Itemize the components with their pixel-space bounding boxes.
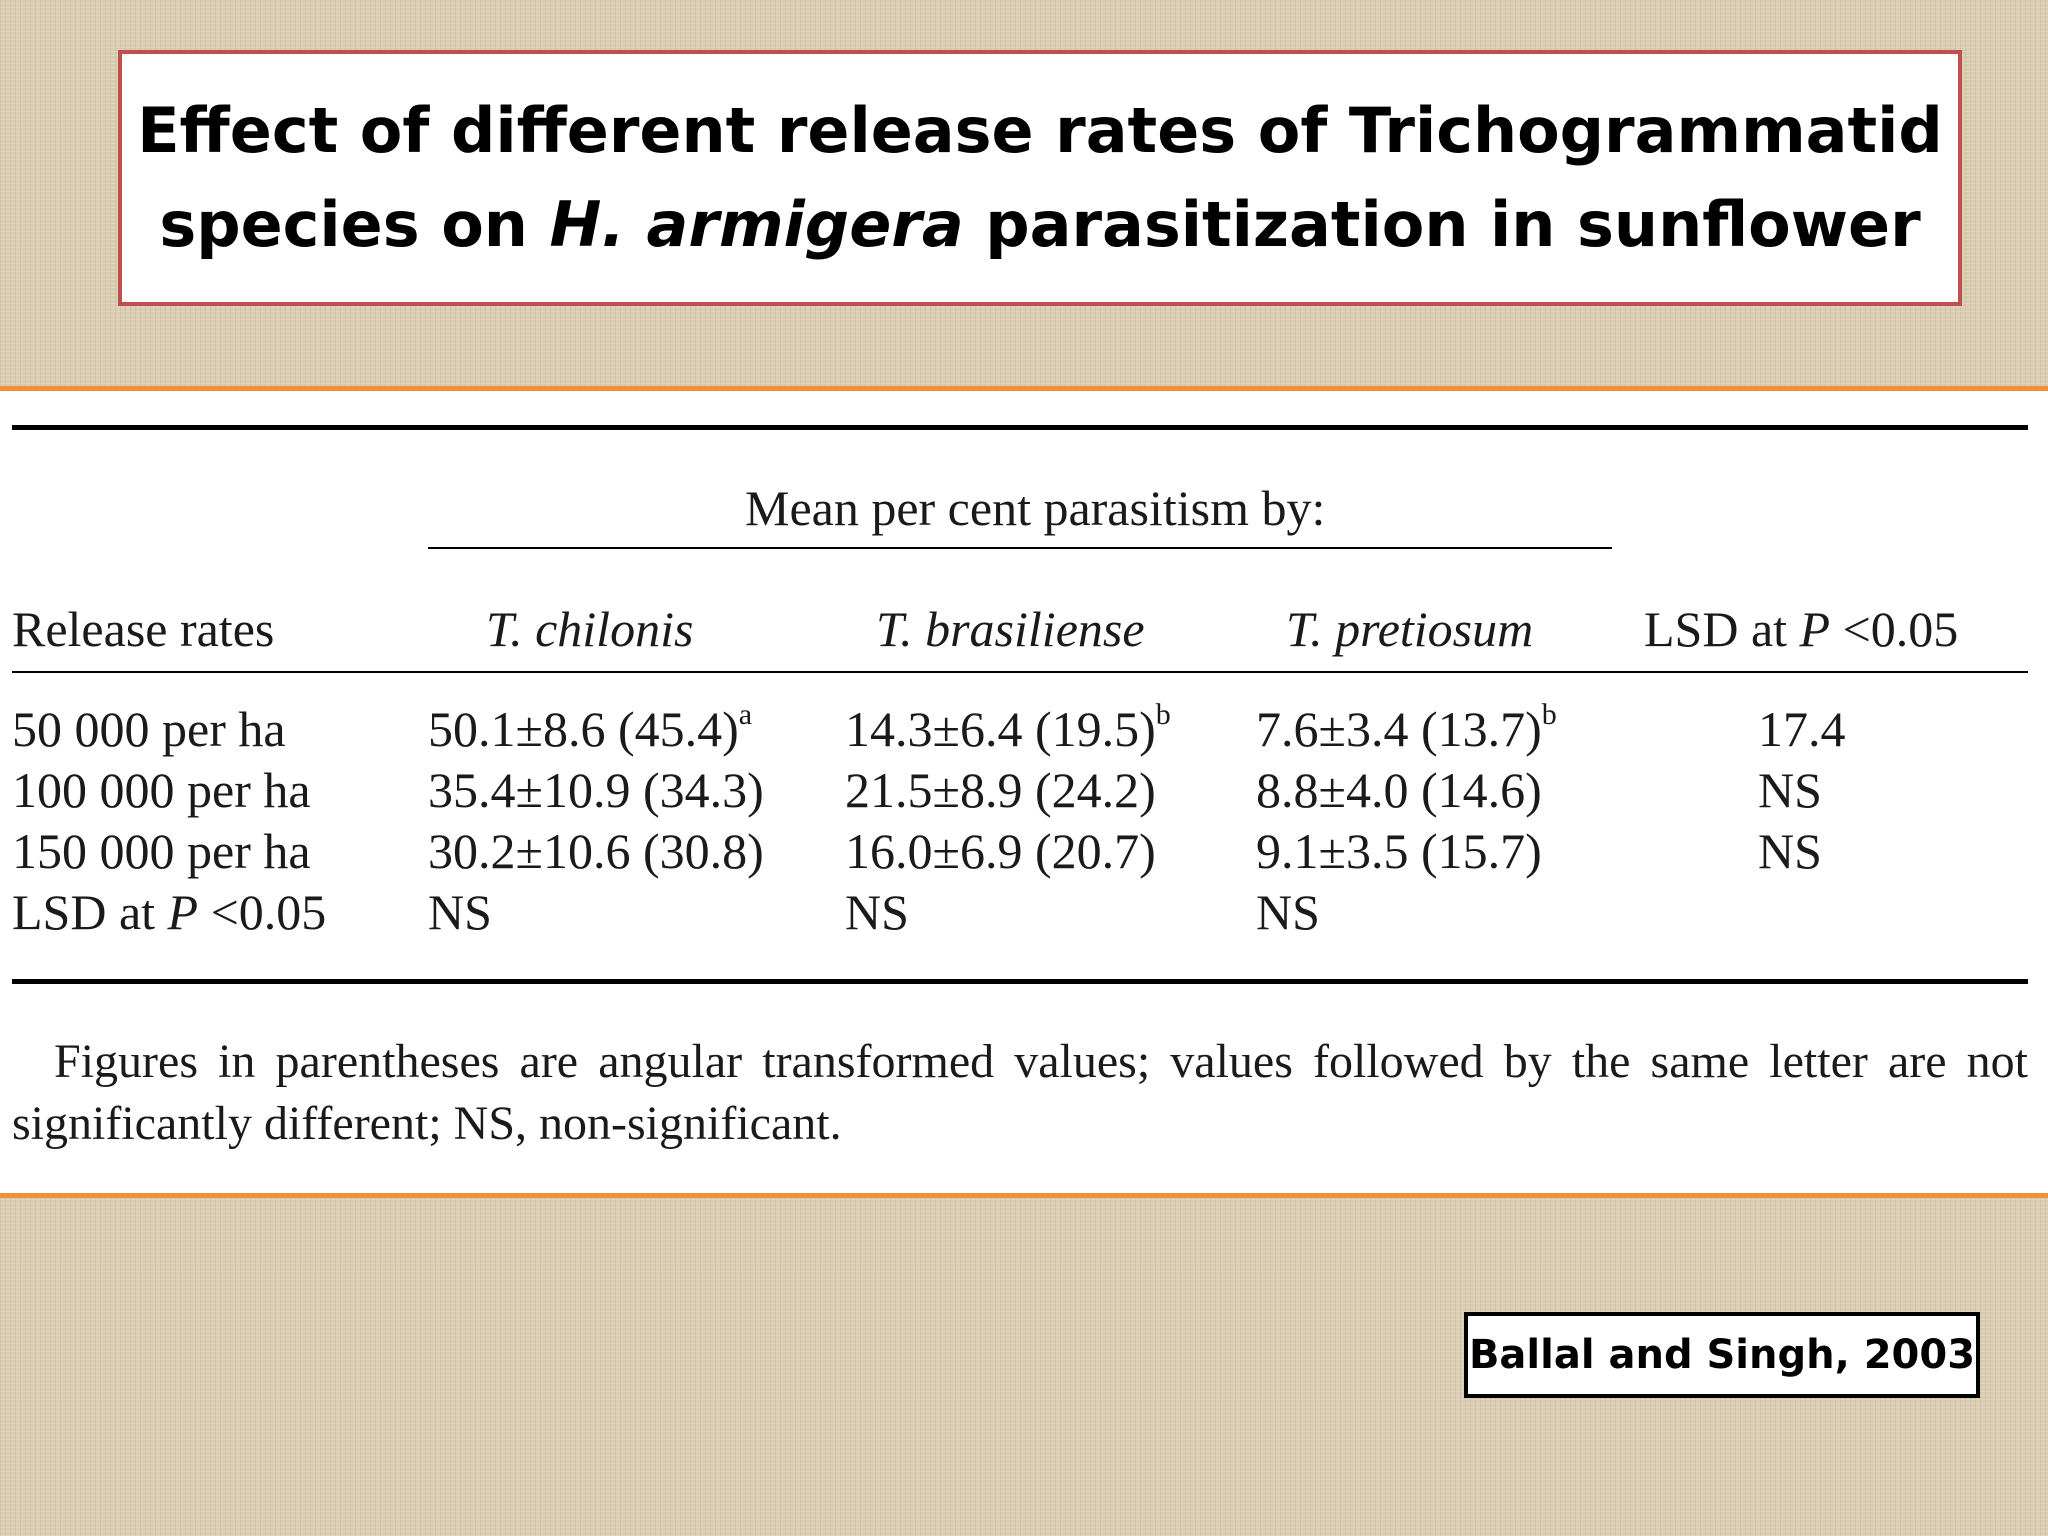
group-header: Mean per cent parasitism by: [745, 480, 1326, 536]
cell-value: 14.3±6.4 (19.5) [845, 701, 1156, 757]
cell-value: 9.1±3.5 (15.7) [1256, 823, 1542, 879]
cell-value: 50.1±8.6 (45.4) [428, 701, 739, 757]
header-lsd-p: P [1799, 601, 1831, 657]
lsd-row-label: LSD at P <0.05 [12, 887, 326, 937]
header-lsd-pre: LSD at [1644, 601, 1800, 657]
cell-superscript: b [1155, 698, 1171, 731]
table-panel: Mean per cent parasitism by: Release rat… [0, 386, 2048, 1198]
lsd-row-label-pre: LSD at [12, 884, 168, 940]
cell-value: 7.6±3.4 (13.7) [1256, 701, 1542, 757]
row-rate: 100 000 per ha [12, 762, 311, 818]
lsd-row-value: NS [1256, 884, 1320, 940]
table-cell: 50.1±8.6 (45.4)a [428, 700, 752, 757]
lsd-row-value: NS [428, 884, 492, 940]
title-line-2-post: parasitization in sunflower [963, 188, 1921, 261]
row-lsd: NS [1758, 823, 1822, 879]
cell-value: 21.5±8.9 (24.2) [845, 762, 1156, 818]
header-lsd: LSD at P <0.05 [1644, 604, 1958, 654]
header-release-rates: Release rates [12, 601, 275, 657]
slide-title: Effect of different release rates of Tri… [118, 50, 1962, 306]
row-lsd: NS [1758, 762, 1822, 818]
lsd-row-value: NS [845, 884, 909, 940]
cell-value: 8.8±4.0 (14.6) [1256, 762, 1542, 818]
header-lsd-post: <0.05 [1830, 601, 1959, 657]
title-species-name: H. armigera [549, 188, 964, 261]
table-cell: 35.4±10.9 (34.3) [428, 765, 764, 815]
lsd-row-label-post: <0.05 [198, 884, 327, 940]
header-t-chilonis: T. chilonis [486, 601, 694, 657]
row-rate: 150 000 per ha [12, 823, 311, 879]
cell-value: 30.2±10.6 (30.8) [428, 823, 764, 879]
header-t-pretiosum: T. pretiosum [1286, 601, 1534, 657]
citation-box: Ballal and Singh, 2003 [1464, 1312, 1980, 1398]
table-cell: 8.8±4.0 (14.6) [1256, 765, 1542, 815]
table-top-rule [12, 425, 2028, 430]
cell-value: 16.0±6.9 (20.7) [845, 823, 1156, 879]
table-cell: 16.0±6.9 (20.7) [845, 826, 1156, 876]
row-lsd: 17.4 [1758, 701, 1846, 757]
cell-value: 35.4±10.9 (34.3) [428, 762, 764, 818]
title-line-2-pre: species on [159, 188, 550, 261]
row-rate: 50 000 per ha [12, 701, 286, 757]
table-cell: 21.5±8.9 (24.2) [845, 765, 1156, 815]
cell-superscript: b [1541, 698, 1557, 731]
header-rule [12, 671, 2028, 673]
table-cell: 30.2±10.6 (30.8) [428, 826, 764, 876]
table-cell: 14.3±6.4 (19.5)b [845, 700, 1171, 757]
lsd-row-label-p: P [167, 884, 199, 940]
table-cell: 9.1±3.5 (15.7) [1256, 826, 1542, 876]
title-line-2: species on H. armigera parasitization in… [159, 178, 1920, 272]
table-footnote: Figures in parentheses are angular trans… [12, 1035, 2028, 1150]
title-line-1: Effect of different release rates of Tri… [137, 94, 1943, 167]
group-header-rule [428, 547, 1612, 549]
table-bottom-rule [12, 979, 2028, 984]
header-t-brasiliense: T. brasiliense [876, 601, 1145, 657]
cell-superscript: a [738, 698, 753, 731]
table-cell: 7.6±3.4 (13.7)b [1256, 700, 1557, 757]
